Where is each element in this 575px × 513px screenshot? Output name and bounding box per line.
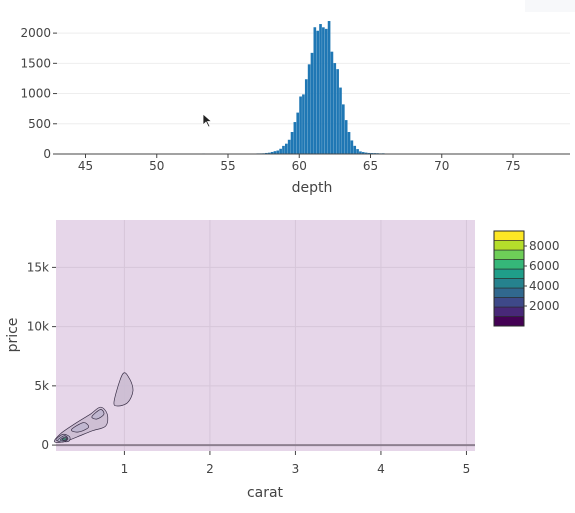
- histogram-x-tick-label: 65: [363, 159, 378, 173]
- histogram-bar: [316, 30, 319, 154]
- histogram-bar: [333, 63, 337, 154]
- colorbar-tick-label: 6000: [529, 259, 560, 273]
- histogram-bar: [296, 112, 300, 154]
- contour-x-tick-label: 4: [377, 462, 385, 476]
- histogram-bar: [367, 152, 371, 154]
- contour-y-tick-label: 0: [41, 438, 49, 452]
- histogram-x-ticks: 45 50 55 60 65 70 75: [78, 154, 521, 173]
- colorbar-swatch: [493, 306, 525, 317]
- contour-line: [61, 437, 67, 441]
- histogram-panel: 45 50 55 60 65 70 75 0 500 1000 1500 2000 depth: [20, 21, 570, 196]
- histogram-bar: [364, 152, 368, 154]
- histogram-bar: [302, 94, 305, 154]
- histogram-bar: [347, 132, 351, 154]
- histogram-bar: [265, 152, 268, 154]
- histogram-bar: [307, 64, 311, 154]
- mouse-cursor-icon: [202, 113, 213, 128]
- histogram-bar: [276, 150, 280, 154]
- modebar-placeholder: [525, 0, 575, 12]
- histogram-bar: [361, 152, 365, 154]
- contour-line: [91, 409, 105, 420]
- histogram-y-tick-label: 0: [43, 147, 51, 161]
- histogram-bar: [327, 21, 331, 155]
- histogram-x-tick-label: 75: [505, 159, 520, 173]
- histogram-y-tick-label: 1500: [20, 56, 51, 70]
- colorbar-outline: [493, 230, 525, 327]
- contour-x-tick-label: 2: [206, 462, 214, 476]
- histogram-bar: [273, 151, 277, 154]
- histogram-bar: [290, 132, 294, 154]
- histogram-bar: [324, 28, 328, 154]
- colorbar-ticks: 2000 4000 6000 8000: [524, 239, 560, 313]
- contour-y-ticks: 0 5k 10k 15k: [27, 260, 56, 452]
- histogram-bar: [356, 149, 359, 154]
- histogram-bar: [350, 140, 354, 154]
- colorbar-swatch: [493, 297, 525, 308]
- histogram-bar: [279, 148, 282, 154]
- histogram-bar: [336, 69, 339, 154]
- contour-panel: 1 2 3 4 5 0 5k 10k 15k carat price: [5, 220, 475, 501]
- histogram-bar: [339, 87, 342, 154]
- histogram-bar: [285, 143, 288, 154]
- colorbar-swatch: [493, 240, 525, 251]
- contour-y-tick-label: 15k: [27, 260, 49, 274]
- histogram-bar: [353, 145, 357, 154]
- contour-x-tick-label: 1: [121, 462, 129, 476]
- histogram-bar: [282, 145, 285, 154]
- contour-y-axis-title: price: [5, 318, 21, 353]
- histogram-x-tick-label: 50: [149, 159, 164, 173]
- histogram-x-tick-label: 45: [78, 159, 93, 173]
- colorbar-swatch: [493, 230, 525, 241]
- colorbar-swatch: [493, 259, 525, 270]
- colorbar-tick-label: 2000: [529, 299, 560, 313]
- contour-x-tick-label: 3: [292, 462, 300, 476]
- colorbar-swatch: [493, 287, 525, 298]
- histogram-y-tick-label: 2000: [20, 26, 51, 40]
- histogram-bar: [270, 151, 274, 154]
- contour-line: [70, 422, 89, 433]
- histogram-x-tick-label: 70: [434, 159, 449, 173]
- colorbar-tick-label: 8000: [529, 239, 560, 253]
- histogram-y-tick-label: 1000: [20, 87, 51, 101]
- histogram-bar: [344, 120, 348, 154]
- histogram-y-ticks: 0 500 1000 1500 2000: [20, 26, 57, 161]
- colorbar-swatch: [493, 249, 525, 260]
- histogram-bar: [304, 79, 308, 154]
- contour-x-axis-title: carat: [247, 485, 284, 501]
- histogram-bar: [319, 24, 322, 155]
- colorbar-swatch: [493, 278, 525, 289]
- contour-x-ticks: 1 2 3 4 5: [121, 451, 471, 476]
- colorbar-swatches: [493, 230, 525, 327]
- contour-x-tick-label: 5: [463, 462, 471, 476]
- histogram-bar: [299, 96, 302, 154]
- colorbar-swatch: [493, 316, 525, 327]
- histogram-bar: [267, 152, 271, 154]
- histogram-x-tick-label: 55: [220, 159, 235, 173]
- histogram-bar: [310, 52, 314, 155]
- contour-lines: [53, 372, 134, 443]
- contour-plot-background: [56, 220, 475, 451]
- histogram-bar: [342, 104, 345, 154]
- contour-y-tick-label: 5k: [34, 379, 49, 393]
- histogram-y-tick-label: 500: [28, 117, 51, 131]
- contour-line: [113, 372, 134, 407]
- histogram-bar: [313, 27, 317, 155]
- colorbar-tick-label: 4000: [529, 279, 560, 293]
- contour-y-tick-label: 10k: [27, 320, 49, 334]
- colorbar: 2000 4000 6000 8000: [493, 230, 560, 327]
- histogram-bar: [293, 122, 297, 154]
- histogram-bar: [287, 139, 291, 154]
- histogram-bars: [179, 21, 396, 155]
- histogram-bar: [359, 151, 362, 154]
- histogram-bar: [330, 51, 334, 154]
- colorbar-swatch: [493, 268, 525, 279]
- histogram-x-axis-title: depth: [292, 180, 333, 196]
- histogram-bar: [322, 27, 325, 154]
- histogram-x-tick-label: 60: [292, 159, 307, 173]
